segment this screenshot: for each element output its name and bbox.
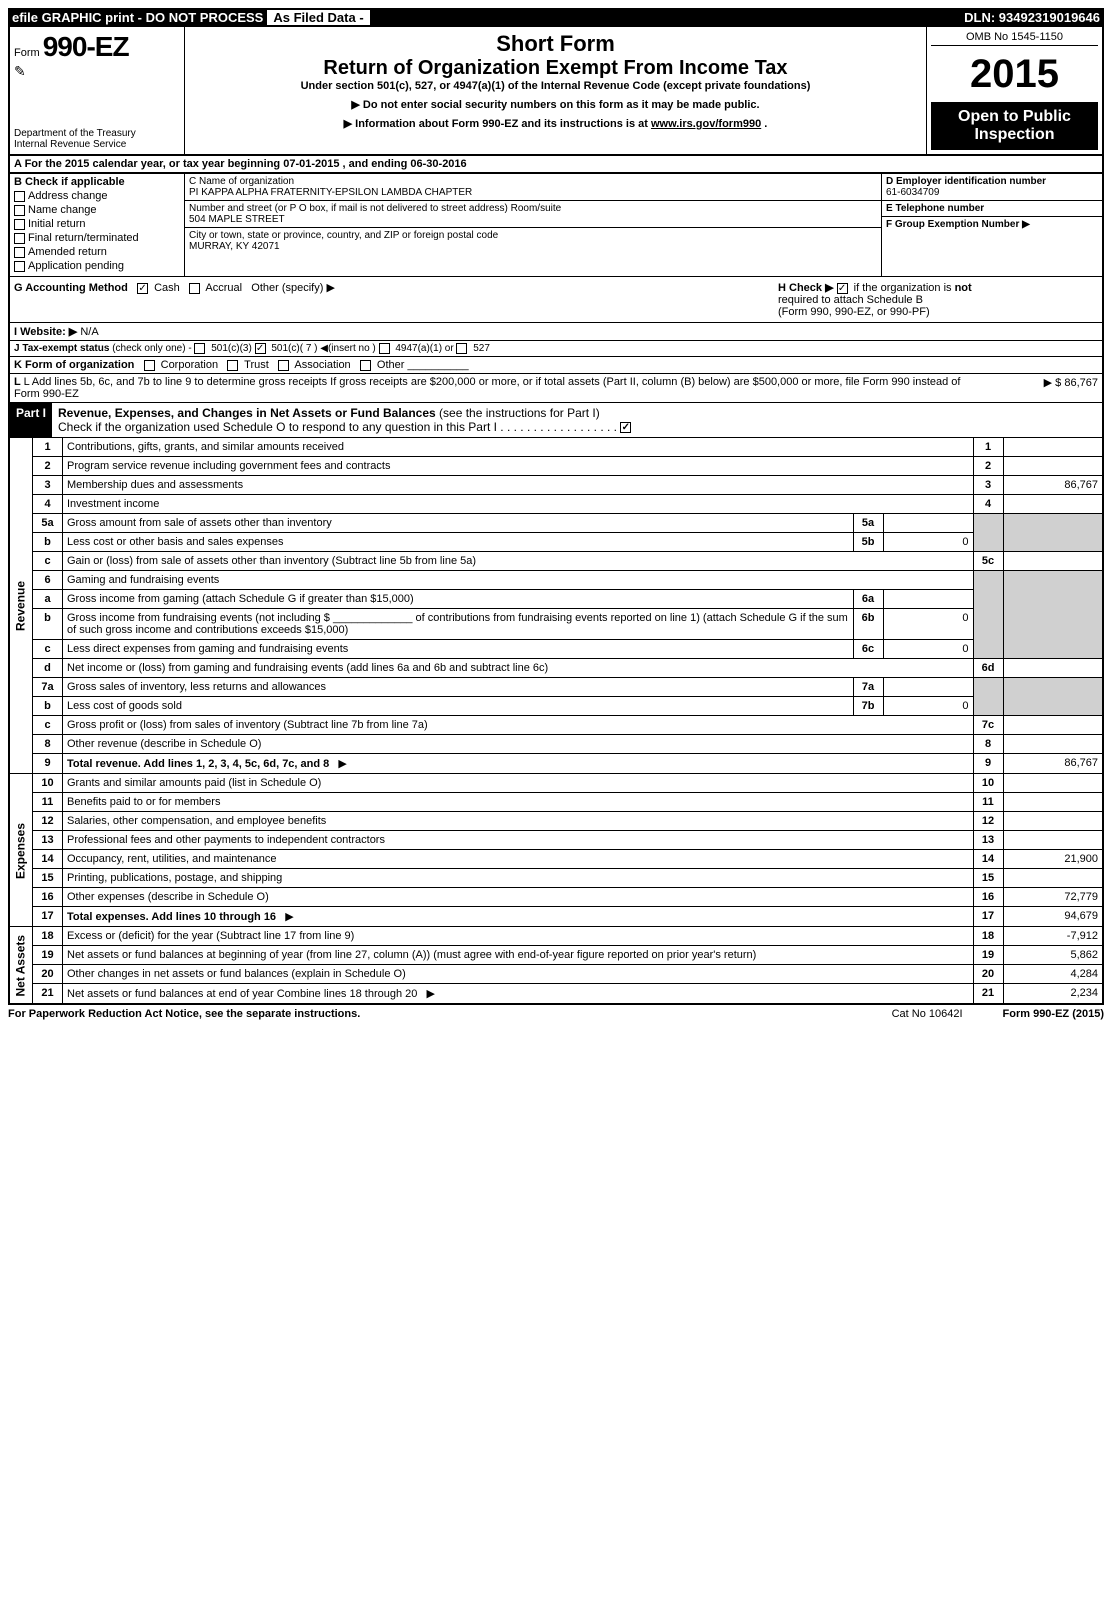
amt-15 [1003,869,1103,888]
box-def: D Employer identification number 61-6034… [882,174,1102,276]
amt-11 [1003,793,1103,812]
chk-initial-return[interactable]: Initial return [14,218,180,230]
form-prefix: Form [14,47,40,59]
chk-501c[interactable]: ✓ [255,343,266,354]
amt-18: -7,912 [1003,927,1103,946]
row-l: L L Add lines 5b, 6c, and 7b to line 9 t… [8,373,1104,402]
form-header: Form 990-EZ ✎ Department of the Treasury… [8,27,1104,156]
org-address: 504 MAPLE STREET [189,214,285,225]
box-b: B Check if applicable Address change Nam… [10,174,185,276]
chk-schedule-b[interactable]: ✓ [837,283,848,294]
amt-12 [1003,812,1103,831]
amt-6d [1003,659,1103,678]
row-k: K Form of organization Corporation Trust… [8,356,1104,373]
chk-trust[interactable] [227,360,238,371]
notice-info: ▶ Information about Form 990-EZ and its … [189,117,922,130]
amt-7a [883,678,973,697]
cat-number: Cat No 10642I [892,1008,963,1020]
chk-schedule-o[interactable]: ✓ [620,422,631,433]
department-info: Department of the Treasury Internal Reve… [14,128,136,150]
row-gh: G Accounting Method ✓ Cash Accrual Other… [8,276,1104,322]
irs-link[interactable]: www.irs.gov/form990 [651,118,761,130]
header-left: Form 990-EZ ✎ Department of the Treasury… [10,27,185,154]
amt-14: 21,900 [1003,850,1103,869]
chk-final-return[interactable]: Final return/terminated [14,232,180,244]
sidecat-revenue: Revenue [9,438,33,774]
chk-other-org[interactable] [360,360,371,371]
org-name: PI KAPPA ALPHA FRATERNITY-EPSILON LAMBDA… [189,187,472,198]
amt-7b: 0 [883,697,973,716]
amt-6b: 0 [883,609,973,640]
header-right: OMB No 1545-1150 2015 Open to Public Ins… [927,27,1102,154]
chk-corp[interactable] [144,360,155,371]
chk-address-change[interactable]: Address change [14,190,180,202]
page-footer: For Paperwork Reduction Act Notice, see … [8,1005,1104,1023]
amt-13 [1003,831,1103,850]
org-city: MURRAY, KY 42071 [189,241,280,252]
chk-4947[interactable] [379,343,390,354]
chk-assoc[interactable] [278,360,289,371]
chk-accrual[interactable] [189,283,200,294]
amt-16: 72,779 [1003,888,1103,907]
chk-cash[interactable]: ✓ [137,283,148,294]
as-filed-label: As Filed Data - [267,10,369,25]
amt-1 [1003,438,1103,457]
amt-6a [883,590,973,609]
row-a-tax-year: A For the 2015 calendar year, or tax yea… [8,156,1104,174]
amt-5c [1003,552,1103,571]
sidecat-netassets: Net Assets [9,927,33,1005]
under-section: Under section 501(c), 527, or 4947(a)(1)… [189,80,922,92]
chk-application-pending[interactable]: Application pending [14,260,180,272]
ein: 61-6034709 [886,187,939,198]
chk-name-change[interactable]: Name change [14,204,180,216]
chk-501c3[interactable] [194,343,205,354]
tax-year: 2015 [931,54,1098,94]
part-1-header: Part I Revenue, Expenses, and Changes in… [8,402,1104,437]
amt-17: 94,679 [1003,907,1103,927]
part-1-table: Revenue 1 Contributions, gifts, grants, … [8,437,1104,1005]
header-middle: Short Form Return of Organization Exempt… [185,27,927,154]
form-ref: Form 990-EZ (2015) [1003,1008,1104,1020]
amt-20: 4,284 [1003,965,1103,984]
top-bar: efile GRAPHIC print - DO NOT PROCESS As … [8,8,1104,27]
notice-ssn: ▶ Do not enter social security numbers o… [189,98,922,111]
amt-8 [1003,735,1103,754]
amt-4 [1003,495,1103,514]
amt-7c [1003,716,1103,735]
efile-text: efile GRAPHIC print - DO NOT PROCESS [12,10,263,25]
row-i: I Website: ▶ N/A [8,322,1104,340]
org-info-block: B Check if applicable Address change Nam… [8,174,1104,276]
omb-number: OMB No 1545-1150 [931,31,1098,46]
sidecat-expenses: Expenses [9,774,33,927]
row-h: H Check ▶ ✓ if the organization is not r… [778,281,1098,318]
amt-5b: 0 [883,533,973,552]
form-number: 990-EZ [43,31,129,62]
website: N/A [80,326,98,338]
chk-527[interactable] [456,343,467,354]
dln-number: DLN: 93492319019646 [964,10,1100,25]
amt-19: 5,862 [1003,946,1103,965]
amt-2 [1003,457,1103,476]
gross-receipts: ▶ $ 86,767 [978,376,1098,400]
amt-10 [1003,774,1103,793]
short-form-title: Short Form [189,31,922,57]
amt-9: 86,767 [1003,754,1103,774]
return-title: Return of Organization Exempt From Incom… [189,57,922,80]
box-c: C Name of organization PI KAPPA ALPHA FR… [185,174,882,276]
amt-6c: 0 [883,640,973,659]
amt-21: 2,234 [1003,984,1103,1005]
open-public-badge: Open to Public Inspection [931,102,1098,150]
amt-3: 86,767 [1003,476,1103,495]
paperwork-notice: For Paperwork Reduction Act Notice, see … [8,1008,360,1020]
chk-amended-return[interactable]: Amended return [14,246,180,258]
row-j: J Tax-exempt status (check only one) - 5… [8,340,1104,356]
amt-5a [883,514,973,533]
